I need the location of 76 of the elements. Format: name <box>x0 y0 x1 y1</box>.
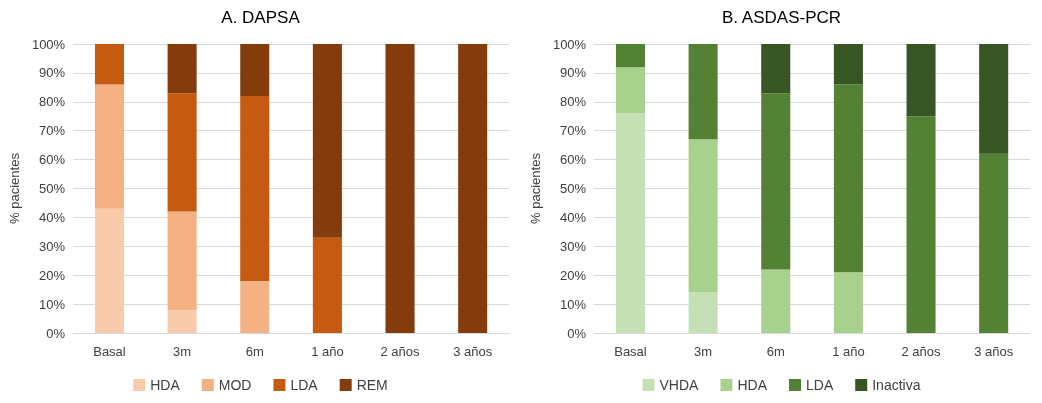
bar <box>312 237 342 333</box>
y-axis-title: % pacientes <box>528 152 543 224</box>
bar <box>240 44 270 97</box>
bar <box>94 44 124 85</box>
bar <box>688 292 718 333</box>
legend-label: Inactiva <box>872 377 921 393</box>
bar <box>833 44 863 85</box>
y-tick-label: 0% <box>46 325 66 341</box>
x-tick-label: 1 año <box>832 344 865 359</box>
y-tick-label: 40% <box>39 209 66 225</box>
bar <box>906 116 936 333</box>
bar <box>979 44 1009 154</box>
chart-title: B. ASDAS-PCR <box>721 8 842 27</box>
x-tick-label: 2 años <box>380 344 421 359</box>
bar <box>615 44 645 68</box>
bar <box>906 44 936 117</box>
x-tick-label: 6m <box>245 344 264 359</box>
bar <box>761 269 791 333</box>
y-tick-label: 90% <box>560 65 587 81</box>
y-tick-label: 60% <box>39 152 66 168</box>
y-tick-label: 40% <box>560 209 587 225</box>
bar <box>94 84 124 209</box>
y-tick-label: 80% <box>39 94 66 110</box>
y-tick-label: 0% <box>567 325 587 341</box>
y-tick-label: 10% <box>39 296 66 312</box>
x-tick-label: 3m <box>173 344 192 359</box>
bar <box>615 113 645 333</box>
y-tick-label: 20% <box>39 267 66 283</box>
y-axis-title: % pacientes <box>7 152 22 224</box>
legend-label: VHDA <box>659 377 700 393</box>
x-tick-label: 3 años <box>974 344 1014 359</box>
legend-label: LDA <box>290 377 319 393</box>
legend-label: REM <box>356 377 388 393</box>
bar <box>312 44 342 238</box>
y-tick-label: 50% <box>39 181 66 196</box>
bar <box>167 93 197 212</box>
y-tick-label: 10% <box>560 296 587 312</box>
bar <box>761 93 791 270</box>
x-tick-label: 3m <box>694 344 713 359</box>
bar <box>688 139 718 293</box>
y-tick-label: 30% <box>560 238 587 254</box>
bar <box>833 84 863 273</box>
y-tick-label: 80% <box>560 94 587 110</box>
bar <box>240 280 270 333</box>
x-tick-label: 3 años <box>453 344 493 359</box>
y-tick-label: 60% <box>560 152 587 168</box>
x-tick-label: 1 año <box>311 344 344 359</box>
x-tick-label: 6m <box>766 344 785 359</box>
bar <box>94 208 124 333</box>
x-tick-label: 2 años <box>901 344 942 359</box>
y-tick-label: 30% <box>39 238 66 254</box>
legend-label: MOD <box>218 377 252 393</box>
y-tick-label: 20% <box>560 267 587 283</box>
bar <box>240 96 270 281</box>
bar <box>979 153 1009 333</box>
bar <box>167 44 197 94</box>
bar <box>385 44 415 333</box>
legend-label: HDA <box>150 377 181 393</box>
x-tick-label: Basal <box>614 344 647 359</box>
bar <box>761 44 791 94</box>
legend-label: HDA <box>737 377 768 393</box>
y-tick-label: 100% <box>552 36 587 52</box>
bar <box>688 44 718 140</box>
bar <box>833 272 863 333</box>
chart-title: A. DAPSA <box>221 8 301 27</box>
y-tick-label: 50% <box>560 181 587 196</box>
bar <box>615 67 645 114</box>
bar <box>167 309 197 333</box>
y-tick-label: 100% <box>31 36 66 52</box>
bar <box>458 44 488 333</box>
y-tick-label: 90% <box>39 65 66 81</box>
legend-label: LDA <box>805 377 834 393</box>
x-tick-label: Basal <box>93 344 126 359</box>
bar <box>167 211 197 310</box>
y-tick-label: 70% <box>39 123 66 139</box>
y-tick-label: 70% <box>560 123 587 139</box>
